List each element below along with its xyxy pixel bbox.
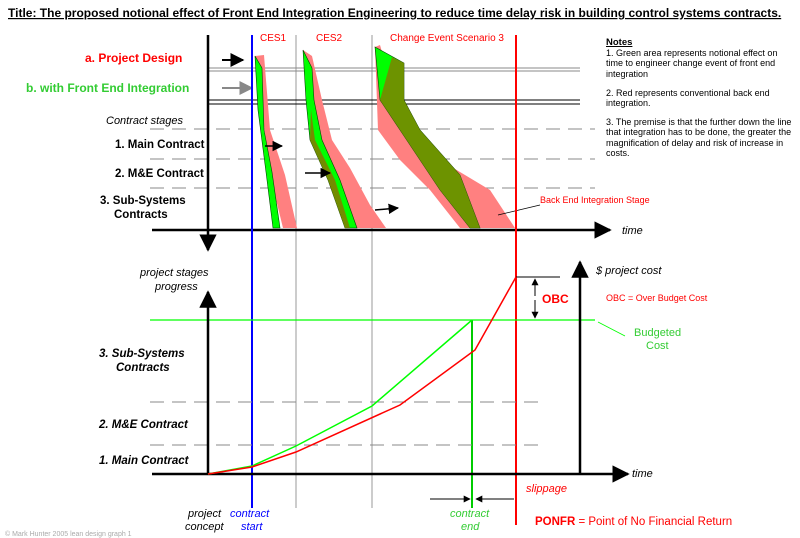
contract-start-label-2: start [241,521,263,533]
top-stage3-label: 3. Sub-Systems [100,195,186,207]
cost-axis-label: $ project cost [595,265,662,277]
bottom-stage1-label: 1. Main Contract [99,455,190,467]
progress-axis-label: project stages [139,267,209,279]
top-stage2-label: 2. M&E Contract [115,168,204,180]
green-progress-curve [207,319,473,475]
top-time-label: time [622,225,643,237]
ces3-label: Change Event Scenario 3 [390,33,504,44]
copyright-text: © Mark Hunter 2005 lean design graph 1 [5,530,132,538]
budgeted-cost-pointer [597,321,626,337]
row-a-label: a. Project Design [85,51,182,65]
budgeted-cost-label: Budgeted [634,327,681,339]
ces1-red-area [255,55,297,228]
ces2-label: CES2 [316,33,343,44]
ces3-overlap [380,57,480,228]
ces2-overlap [310,110,350,228]
ponfr-text: = Point of No Financial Return [575,516,732,528]
ces1-green-area [254,55,281,229]
project-concept-label-2: concept [185,521,224,533]
top-stage1-label: 1. Main Contract [115,139,205,151]
bottom-stage3-label-2: Contracts [116,362,170,374]
ces1-label: CES1 [260,33,287,44]
slippage-label: slippage [526,483,567,495]
progress-axis-label-2: progress [154,281,198,293]
contract-end-label: contract [450,508,490,520]
note-2: 2. Red represents conventional back end … [606,87,770,109]
stage-gridlines-top [150,128,595,189]
back-end-pointer [497,204,541,216]
obc-definition: OBC = Over Budget Cost [606,293,708,303]
bottom-stage3-label: 3. Sub-Systems [99,348,185,360]
notes-heading: Notes [606,37,633,48]
top-stage3-label-2: Contracts [114,209,168,221]
note-3: 3. The premise is that the further down … [606,117,792,158]
ponfr-label: PONFR = Point of No Financial Return [535,516,732,528]
contract-end-label-2: end [461,521,480,533]
budgeted-cost-label-2: Cost [646,340,669,352]
obc-label: OBC [542,292,569,306]
notes-panel: Notes 1. Green area represents notional … [606,37,792,167]
row-b-label: b. with Front End Integration [26,81,189,95]
ponfr-abbr: PONFR [535,516,576,528]
note-1: 1. Green area represents notional effect… [606,48,778,79]
red-progress-curve [207,276,517,475]
contract-stages-label: Contract stages [106,115,184,127]
bottom-stage2-label: 2. M&E Contract [98,419,189,431]
bottom-time-label: time [632,468,653,480]
contract-start-label: contract [230,508,270,520]
stage3-arrow [374,203,400,215]
back-end-label: Back End Integration Stage [540,195,650,205]
project-concept-label: project [187,508,222,520]
page-title: Title: The proposed notional effect of F… [8,6,781,20]
